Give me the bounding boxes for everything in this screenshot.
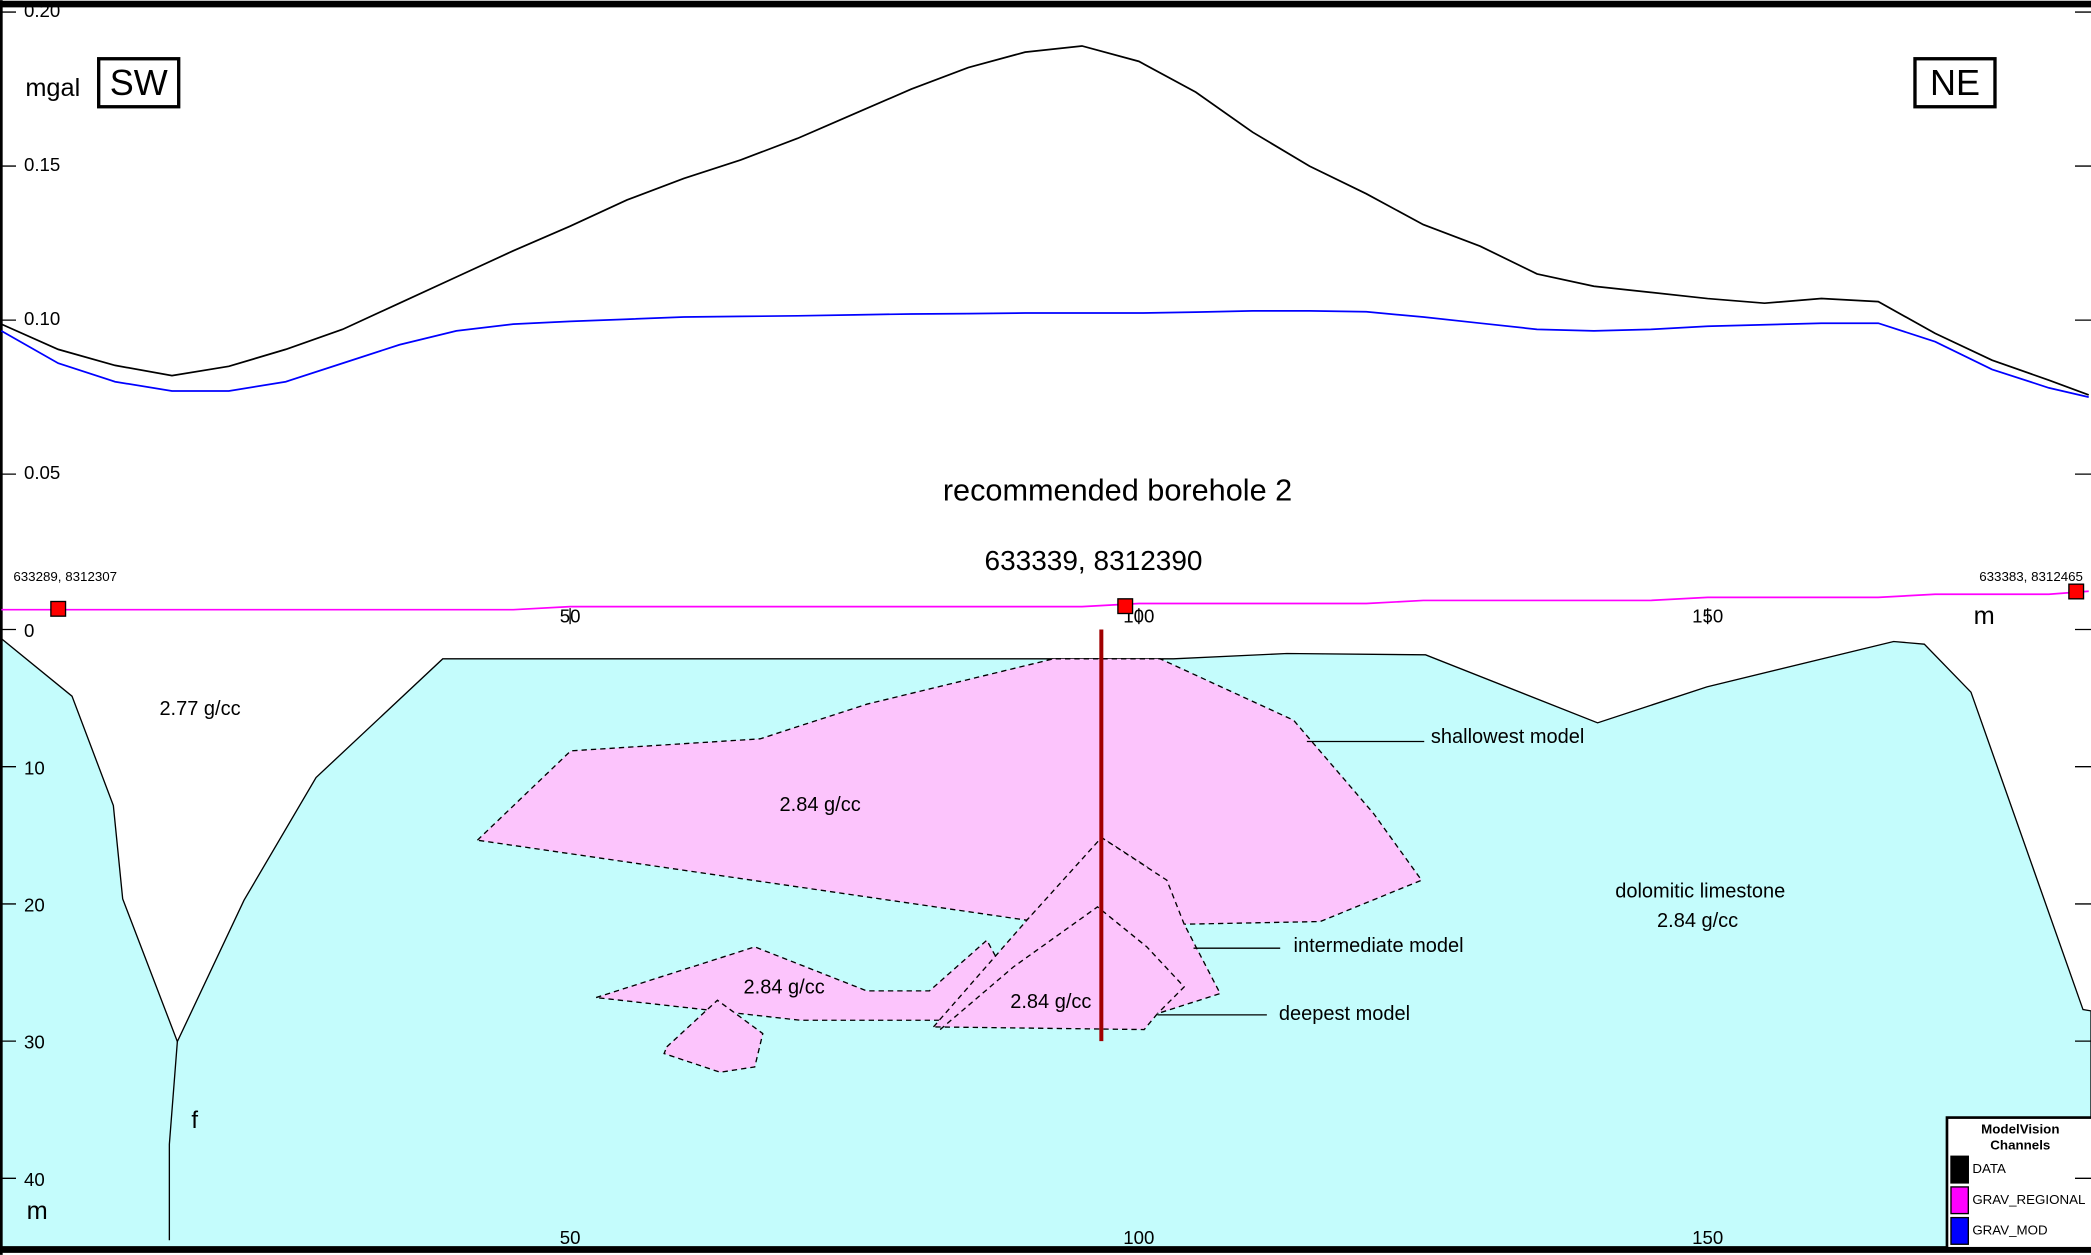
station-label: 633383, 8312465 xyxy=(1979,569,2083,584)
station-marker xyxy=(1117,598,1134,615)
x-tick-label: 50 xyxy=(560,1227,581,1248)
y-tick-label: 0.15 xyxy=(24,154,60,175)
direction-box xyxy=(1913,57,1997,109)
density-label: 2.84 g/cc xyxy=(1010,991,1091,1013)
legend-swatch xyxy=(1950,1155,1969,1184)
y-tick-label: 0.20 xyxy=(24,0,60,21)
model-label: shallowest model xyxy=(1431,726,1584,748)
intermediate-model xyxy=(932,836,1222,1031)
x-tick-label: 100 xyxy=(1123,1227,1154,1248)
x-tick-label: 150 xyxy=(1692,605,1723,626)
x-tick-label: 150 xyxy=(1692,1227,1723,1248)
legend: ModelVision Channels DATA GRAV_REGIONAL GR… xyxy=(1945,1116,2091,1250)
legend-swatch xyxy=(1950,1186,1969,1215)
x-tick-label: 50 xyxy=(560,605,581,626)
fault-label: f xyxy=(191,1107,198,1134)
depth-tick-label: 10 xyxy=(24,757,45,778)
density-label: 2.84 g/cc xyxy=(744,977,825,999)
legend-swatch xyxy=(1950,1216,1969,1245)
station-label: 633339, 8312390 xyxy=(985,545,1203,576)
legend-title: ModelVision Channels xyxy=(1981,1122,2060,1154)
density-label: 2.77 g/cc xyxy=(159,698,240,720)
y-tick-label: 0.05 xyxy=(24,462,60,483)
station-marker xyxy=(2068,583,2085,600)
density-label: 2.84 g/cc xyxy=(1657,910,1738,932)
depth-tick-label: 0 xyxy=(24,620,34,641)
legend-box xyxy=(1945,1116,2091,1250)
legend-label: GRAV_MOD xyxy=(1972,1222,2047,1237)
station-marker xyxy=(50,600,67,617)
section: 2.77 g/cc 2.84 g/cc 2.84 g/cc 2.84 g/cc … xyxy=(0,636,2091,1248)
legend-label: DATA xyxy=(1972,1161,2006,1176)
direction-label: SW xyxy=(110,62,168,103)
depth-unit: m xyxy=(27,1197,48,1225)
depth-tick-label: 20 xyxy=(24,895,45,916)
legend-title-box: ModelVision Channels xyxy=(1981,1122,2060,1154)
rock-label: dolomitic limestone xyxy=(1615,880,1785,902)
depth-tick-label: 40 xyxy=(24,1169,45,1190)
station-label: 633289, 8312307 xyxy=(13,569,117,584)
fault-line xyxy=(168,1041,179,1241)
data-line xyxy=(0,45,2090,396)
depth-tick-label: 30 xyxy=(24,1032,45,1053)
y-tick-label: 0.10 xyxy=(24,308,60,329)
x-unit: m xyxy=(1974,602,1995,630)
data-line xyxy=(0,310,2089,398)
annotation: recommended borehole 2 xyxy=(943,473,1292,507)
data-line xyxy=(1,590,2089,611)
direction-box xyxy=(97,57,181,109)
y-axis-label: mgal xyxy=(25,74,80,102)
direction-label: NE xyxy=(1930,62,1980,103)
model-label: deepest model xyxy=(1279,1003,1410,1025)
legend-label: GRAV_REGIONAL xyxy=(1972,1192,2085,1207)
small-body xyxy=(663,999,764,1073)
model-label: intermediate model xyxy=(1294,935,1464,957)
density-label: 2.84 g/cc xyxy=(780,794,861,816)
left-body xyxy=(595,939,1028,1021)
